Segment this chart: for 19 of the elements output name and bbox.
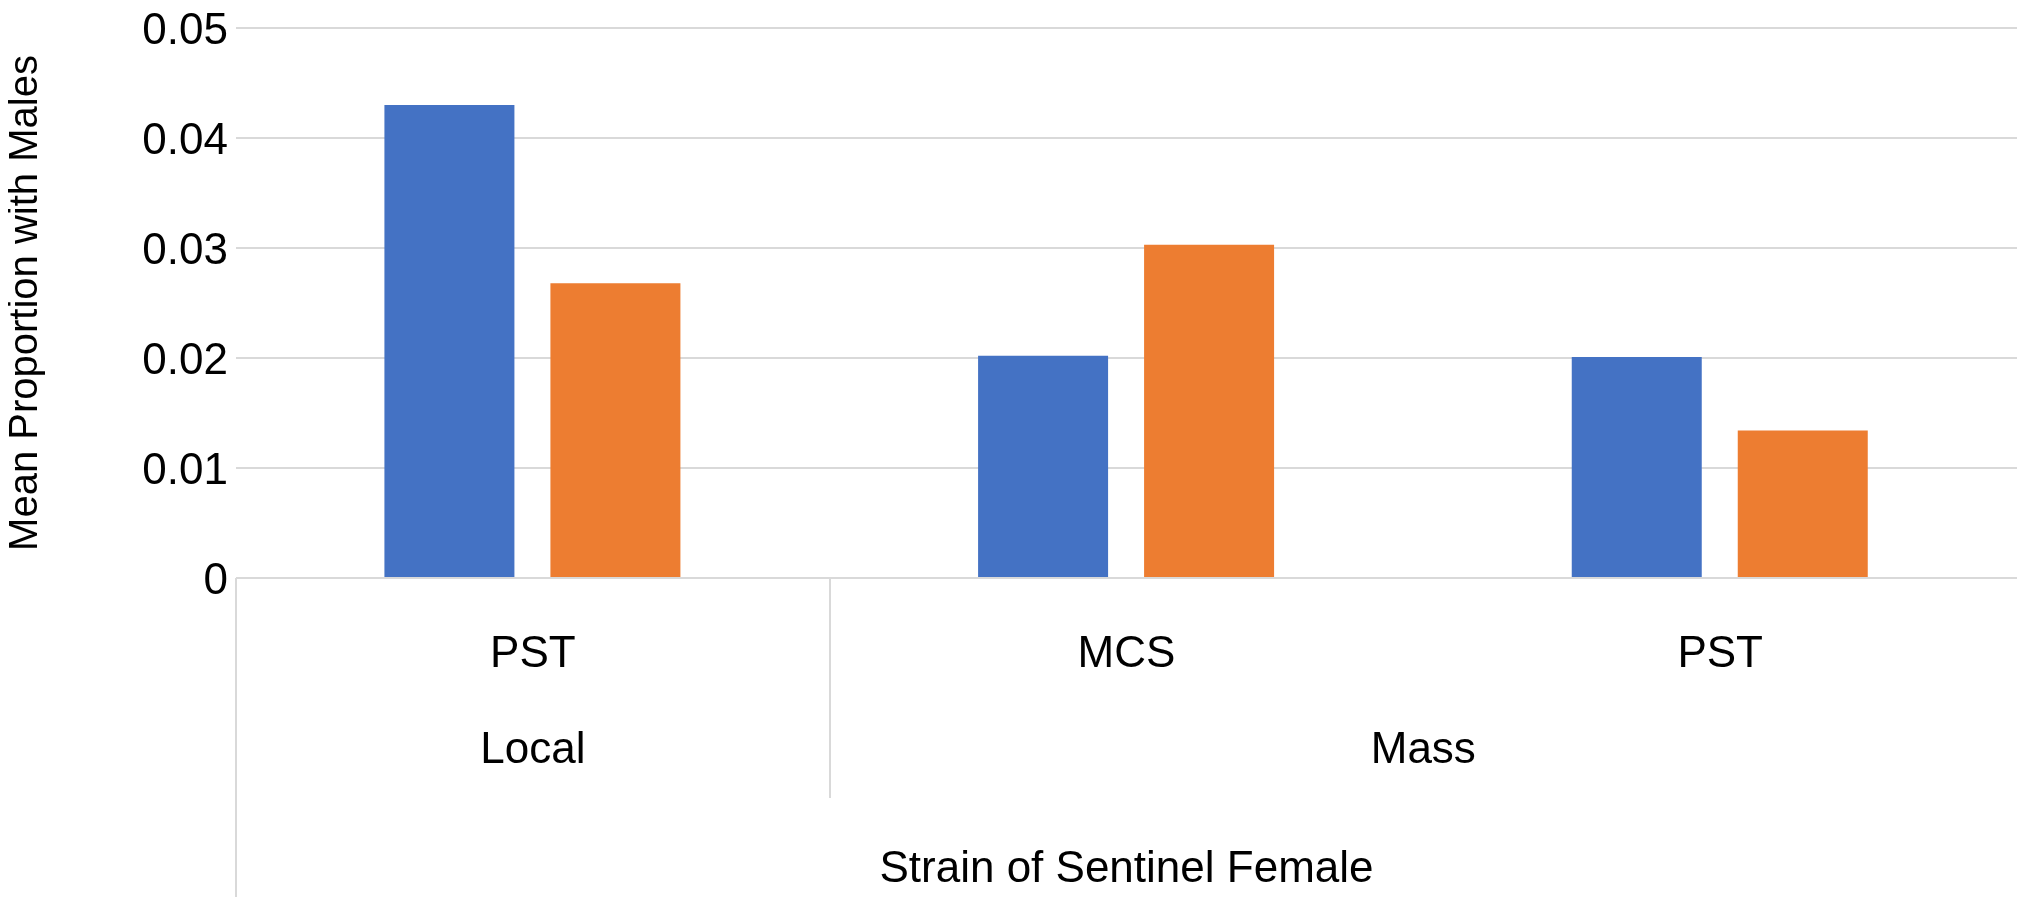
bar [1571, 356, 1702, 578]
text: Local [479, 723, 587, 773]
y-tick-label: 0.02 [142, 333, 228, 383]
y-tick-label: 0.04 [142, 113, 228, 163]
x-tick-label: PST [490, 627, 576, 677]
x-axis-title: Strain of Sentinel Female [878, 842, 1375, 892]
y-tick-label: 0.01 [142, 443, 228, 493]
x-tick-label: MCS [1077, 627, 1176, 677]
bar [1144, 244, 1275, 578]
y-tick-label: 0 [203, 553, 228, 603]
y-tick-label: 0.05 [142, 3, 228, 53]
y-tick-label: 0.03 [142, 223, 228, 273]
x-tick-label: PST [1677, 627, 1763, 677]
bar [384, 105, 515, 578]
bar [1737, 430, 1868, 578]
bar [550, 283, 681, 578]
bar [978, 355, 1109, 578]
text: Mass [1369, 723, 1477, 773]
y-axis-title: Mean Proportion with Males [1, 55, 46, 551]
